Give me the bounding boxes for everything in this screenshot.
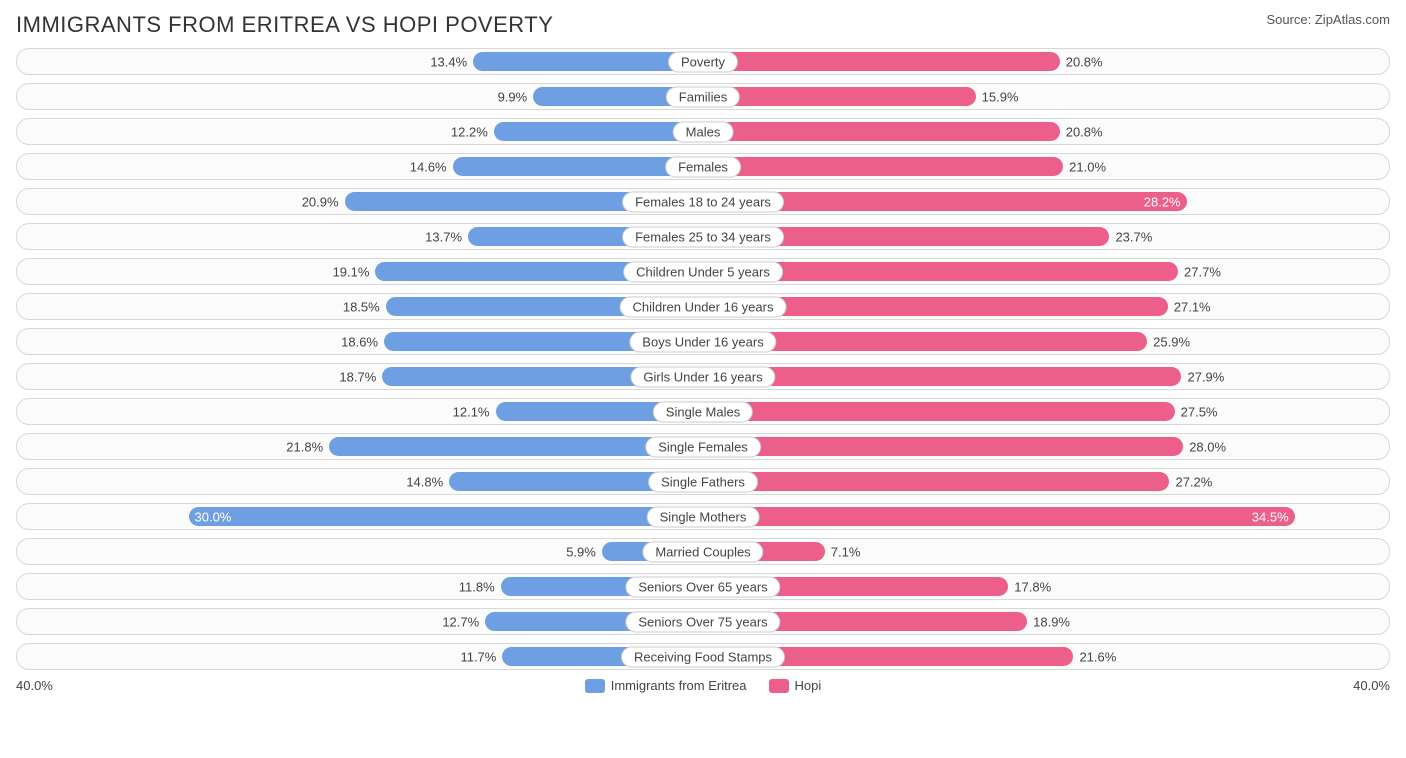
legend-item-right: Hopi bbox=[769, 678, 822, 693]
category-label: Males bbox=[673, 121, 734, 142]
value-label-left: 9.9% bbox=[498, 89, 528, 104]
category-label: Children Under 16 years bbox=[620, 296, 787, 317]
category-label: Females bbox=[665, 156, 741, 177]
value-label-right: 23.7% bbox=[1115, 229, 1152, 244]
chart-row: 11.7% 21.6% Receiving Food Stamps bbox=[16, 643, 1390, 670]
chart-row: 5.9% 7.1% Married Couples bbox=[16, 538, 1390, 565]
bar-right: 34.5% bbox=[703, 507, 1295, 526]
chart-row: 30.0% 34.5% Single Mothers bbox=[16, 503, 1390, 530]
value-label-right: 27.7% bbox=[1184, 264, 1221, 279]
category-label: Single Males bbox=[653, 401, 753, 422]
chart-header: IMMIGRANTS FROM ERITREA VS HOPI POVERTY … bbox=[16, 12, 1390, 38]
chart-row: 12.2%20.8%Males bbox=[16, 118, 1390, 145]
value-label-right: 7.1% bbox=[831, 544, 861, 559]
value-label-right: 25.9% bbox=[1153, 334, 1190, 349]
value-label-left: 13.4% bbox=[430, 54, 467, 69]
value-label-right: 18.9% bbox=[1033, 614, 1070, 629]
bar-right: 20.8% bbox=[703, 122, 1060, 141]
value-label-left: 11.8% bbox=[459, 579, 495, 594]
chart-row: 21.8%28.0%Single Females bbox=[16, 433, 1390, 460]
value-label-left: 18.7% bbox=[339, 369, 376, 384]
chart-row: 14.8%27.2%Single Fathers bbox=[16, 468, 1390, 495]
value-label-left: 11.7% bbox=[460, 649, 496, 664]
legend-label-left: Immigrants from Eritrea bbox=[611, 678, 747, 693]
axis-max-left: 40.0% bbox=[16, 678, 53, 693]
value-label-left: 5.9% bbox=[566, 544, 596, 559]
category-label: Married Couples bbox=[642, 541, 763, 562]
bar-right: 27.5% bbox=[703, 402, 1175, 421]
chart-row: 12.7% 18.9% Seniors Over 75 years bbox=[16, 608, 1390, 635]
chart-row: 18.5% 27.1% Children Under 16 years bbox=[16, 293, 1390, 320]
legend-swatch-right bbox=[769, 679, 789, 693]
value-label-right: 15.9% bbox=[982, 89, 1019, 104]
category-label: Females 25 to 34 years bbox=[622, 226, 784, 247]
value-label-right: 20.8% bbox=[1066, 54, 1103, 69]
bar-right: 15.9% bbox=[703, 87, 976, 106]
value-label-right: 20.8% bbox=[1066, 124, 1103, 139]
category-label: Single Mothers bbox=[647, 506, 760, 527]
category-label: Children Under 5 years bbox=[623, 261, 783, 282]
chart-row: 12.1%27.5%Single Males bbox=[16, 398, 1390, 425]
value-label-left: 18.5% bbox=[343, 299, 380, 314]
chart-row: 13.7% 23.7% Females 25 to 34 years bbox=[16, 223, 1390, 250]
bar-left: 30.0% bbox=[189, 507, 704, 526]
chart-row: 18.7% 27.9% Girls Under 16 years bbox=[16, 363, 1390, 390]
category-label: Single Females bbox=[645, 436, 761, 457]
value-label-right: 34.5% bbox=[1252, 509, 1289, 524]
source-prefix: Source: bbox=[1266, 12, 1314, 27]
value-label-right: 28.0% bbox=[1189, 439, 1226, 454]
chart-row: 13.4%20.8%Poverty bbox=[16, 48, 1390, 75]
category-label: Girls Under 16 years bbox=[630, 366, 775, 387]
category-label: Poverty bbox=[668, 51, 738, 72]
value-label-right: 28.2% bbox=[1144, 194, 1181, 209]
bar-left: 12.2% bbox=[494, 122, 703, 141]
bar-right: 20.8% bbox=[703, 52, 1060, 71]
category-label: Seniors Over 65 years bbox=[625, 576, 780, 597]
value-label-left: 12.7% bbox=[442, 614, 479, 629]
axis-max-right: 40.0% bbox=[1353, 678, 1390, 693]
value-label-right: 17.8% bbox=[1014, 579, 1051, 594]
bar-right: 28.0% bbox=[703, 437, 1183, 456]
value-label-left: 19.1% bbox=[333, 264, 370, 279]
legend-swatch-left bbox=[585, 679, 605, 693]
source-name: ZipAtlas.com bbox=[1315, 12, 1390, 27]
chart-row: 19.1% 27.7% Children Under 5 years bbox=[16, 258, 1390, 285]
chart-source: Source: ZipAtlas.com bbox=[1266, 12, 1390, 27]
value-label-right: 27.9% bbox=[1187, 369, 1224, 384]
chart-row: 14.6%21.0%Females bbox=[16, 153, 1390, 180]
value-label-left: 20.9% bbox=[302, 194, 339, 209]
value-label-left: 30.0% bbox=[195, 509, 232, 524]
value-label-left: 18.6% bbox=[341, 334, 378, 349]
value-label-right: 27.5% bbox=[1181, 404, 1218, 419]
value-label-left: 14.8% bbox=[406, 474, 443, 489]
value-label-right: 21.6% bbox=[1079, 649, 1116, 664]
category-label: Receiving Food Stamps bbox=[621, 646, 785, 667]
chart-legend: Immigrants from Eritrea Hopi bbox=[585, 678, 822, 693]
category-label: Boys Under 16 years bbox=[629, 331, 776, 352]
chart-title: IMMIGRANTS FROM ERITREA VS HOPI POVERTY bbox=[16, 12, 553, 38]
diverging-bar-chart: 13.4%20.8%Poverty9.9%15.9%Families12.2%2… bbox=[16, 48, 1390, 670]
category-label: Families bbox=[666, 86, 740, 107]
category-label: Seniors Over 75 years bbox=[625, 611, 780, 632]
value-label-left: 13.7% bbox=[425, 229, 462, 244]
bar-right: 21.0% bbox=[703, 157, 1063, 176]
chart-row: 18.6% 25.9% Boys Under 16 years bbox=[16, 328, 1390, 355]
value-label-left: 14.6% bbox=[410, 159, 447, 174]
value-label-right: 27.2% bbox=[1175, 474, 1212, 489]
chart-row: 11.8% 17.8% Seniors Over 65 years bbox=[16, 573, 1390, 600]
category-label: Single Fathers bbox=[648, 471, 758, 492]
bar-right: 27.2% bbox=[703, 472, 1169, 491]
chart-footer: 40.0% Immigrants from Eritrea Hopi 40.0% bbox=[16, 678, 1390, 693]
legend-item-left: Immigrants from Eritrea bbox=[585, 678, 747, 693]
value-label-left: 12.2% bbox=[451, 124, 488, 139]
chart-row: 9.9%15.9%Families bbox=[16, 83, 1390, 110]
value-label-left: 21.8% bbox=[286, 439, 323, 454]
chart-row: 20.9% 28.2% Females 18 to 24 years bbox=[16, 188, 1390, 215]
value-label-right: 27.1% bbox=[1174, 299, 1211, 314]
value-label-left: 12.1% bbox=[453, 404, 490, 419]
legend-label-right: Hopi bbox=[795, 678, 822, 693]
category-label: Females 18 to 24 years bbox=[622, 191, 784, 212]
value-label-right: 21.0% bbox=[1069, 159, 1106, 174]
